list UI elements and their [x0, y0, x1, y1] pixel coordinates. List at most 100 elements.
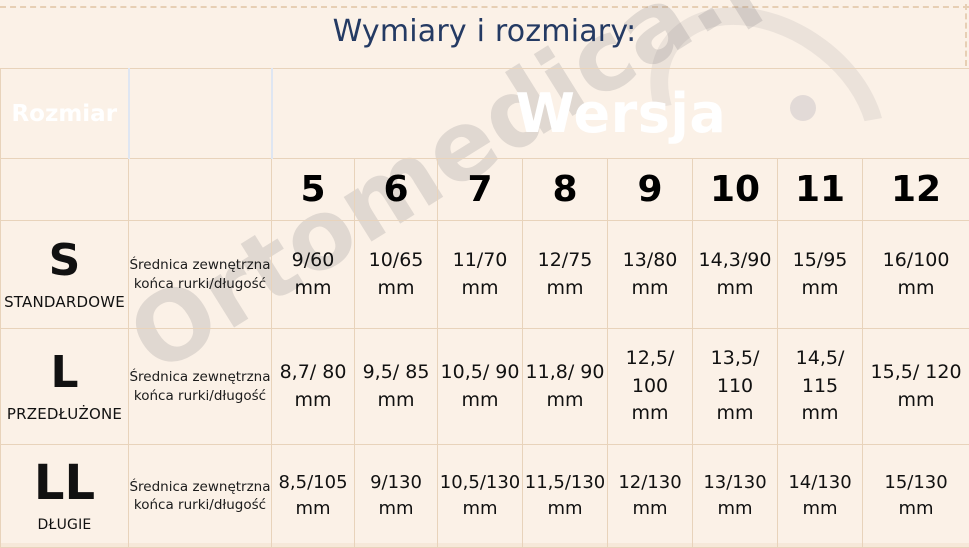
sizes-table: Rozmiar Wersja 5 6 7 8 9 10 11 12 S STAN…	[0, 68, 969, 548]
value-cell-ll-8: 11,5/130 mm	[523, 445, 608, 548]
value-size-l-10: 13,5/ 110	[711, 347, 760, 397]
value-unit-ll-5: mm	[272, 496, 354, 522]
description-line1-ll: Średnica zewnętrzna	[129, 479, 270, 495]
value-size-l-12: 15,5/ 120	[871, 361, 962, 383]
value-unit-l-9: mm	[608, 400, 692, 428]
table-row-ll: LL DŁUGIE Średnica zewnętrzna końca rurk…	[1, 445, 969, 548]
description-line2-s: końca rurki/długość	[134, 276, 266, 292]
description-line2-l: końca rurki/długość	[134, 388, 266, 404]
value-size-l-7: 10,5/ 90	[441, 361, 520, 383]
value-unit-s-6: mm	[355, 275, 437, 303]
value-cell-ll-7: 10,5/130 mm	[438, 445, 523, 548]
value-size-s-11: 15/95	[793, 249, 848, 271]
version-cell-5: 5	[272, 159, 355, 221]
value-unit-l-6: mm	[355, 387, 437, 415]
table-row-l: L PRZEDŁUŻONE Średnica zewnętrzna końca …	[1, 329, 969, 445]
value-unit-l-8: mm	[523, 387, 607, 415]
description-cell-l: Średnica zewnętrzna końca rurki/długość	[129, 329, 272, 445]
value-size-ll-6: 9/130	[370, 472, 422, 493]
value-unit-l-5: mm	[272, 387, 354, 415]
value-unit-s-9: mm	[608, 275, 692, 303]
value-unit-ll-9: mm	[608, 496, 692, 522]
value-cell-s-11: 15/95 mm	[778, 221, 863, 329]
value-cell-ll-12: 15/130 mm	[863, 445, 969, 548]
value-cell-s-6: 10/65 mm	[355, 221, 438, 329]
top-dashed-rule	[0, 6, 969, 8]
value-cell-s-5: 9/60 mm	[272, 221, 355, 329]
value-cell-s-8: 12/75 mm	[523, 221, 608, 329]
value-size-ll-11: 14/130	[788, 472, 851, 493]
value-cell-l-6: 9,5/ 85 mm	[355, 329, 438, 445]
header-blank-cell	[129, 69, 272, 159]
value-cell-l-11: 14,5/ 115 mm	[778, 329, 863, 445]
value-size-s-8: 12/75	[538, 249, 593, 271]
value-unit-s-8: mm	[523, 275, 607, 303]
value-unit-ll-8: mm	[523, 496, 607, 522]
page-title: Wymiary i rozmiary:	[0, 14, 969, 49]
value-unit-s-12: mm	[863, 275, 969, 303]
value-unit-ll-7: mm	[438, 496, 522, 522]
description-cell-ll: Średnica zewnętrzna końca rurki/długość	[129, 445, 272, 548]
description-line1-s: Średnica zewnętrzna	[129, 257, 270, 273]
value-cell-l-12: 15,5/ 120 mm	[863, 329, 969, 445]
size-subtitle-s: STANDARDOWE	[1, 293, 128, 311]
description-line2-ll: końca rurki/długość	[134, 497, 266, 513]
size-label-l: L PRZEDŁUŻONE	[1, 329, 129, 445]
value-cell-l-9: 12,5/ 100 mm	[608, 329, 693, 445]
value-cell-l-10: 13,5/ 110 mm	[693, 329, 778, 445]
value-unit-l-10: mm	[693, 400, 777, 428]
value-size-l-5: 8,7/ 80	[280, 361, 347, 383]
size-letter-s: S	[1, 239, 128, 283]
value-unit-s-11: mm	[778, 275, 862, 303]
value-cell-ll-9: 12/130 mm	[608, 445, 693, 548]
header-wersja: Wersja	[272, 69, 969, 159]
value-size-l-11: 14,5/ 115	[796, 347, 845, 397]
value-unit-s-7: mm	[438, 275, 522, 303]
size-subtitle-ll: DŁUGIE	[1, 517, 128, 533]
value-cell-ll-5: 8,5/105 mm	[272, 445, 355, 548]
value-size-s-6: 10/65	[369, 249, 424, 271]
value-unit-l-7: mm	[438, 387, 522, 415]
version-cell-9: 9	[608, 159, 693, 221]
value-size-ll-9: 12/130	[618, 472, 681, 493]
value-size-ll-10: 13/130	[703, 472, 766, 493]
value-size-l-8: 11,8/ 90	[526, 361, 605, 383]
version-number-row: 5 6 7 8 9 10 11 12	[1, 159, 969, 221]
value-cell-ll-6: 9/130 mm	[355, 445, 438, 548]
value-size-l-9: 12,5/ 100	[626, 347, 675, 397]
value-cell-ll-10: 13/130 mm	[693, 445, 778, 548]
description-line1-l: Średnica zewnętrzna	[129, 369, 270, 385]
value-unit-s-5: mm	[272, 275, 354, 303]
value-size-l-6: 9,5/ 85	[363, 361, 430, 383]
header-rozmiar: Rozmiar	[1, 69, 129, 159]
value-unit-ll-6: mm	[355, 496, 437, 522]
value-size-ll-8: 11,5/130	[525, 472, 606, 493]
version-cell-12: 12	[863, 159, 969, 221]
version-cell-8: 8	[523, 159, 608, 221]
value-unit-ll-12: mm	[863, 496, 969, 522]
value-unit-ll-10: mm	[693, 496, 777, 522]
table-header-band: Rozmiar Wersja	[1, 69, 969, 159]
value-size-ll-5: 8,5/105	[278, 472, 347, 493]
value-cell-s-10: 14,3/90 mm	[693, 221, 778, 329]
size-label-s: S STANDARDOWE	[1, 221, 129, 329]
value-size-s-9: 13/80	[623, 249, 678, 271]
description-cell-s: Średnica zewnętrzna końca rurki/długość	[129, 221, 272, 329]
value-size-s-5: 9/60	[292, 249, 335, 271]
table-row-s: S STANDARDOWE Średnica zewnętrzna końca …	[1, 221, 969, 329]
value-unit-ll-11: mm	[778, 496, 862, 522]
value-size-s-7: 11/70	[453, 249, 508, 271]
value-cell-s-7: 11/70 mm	[438, 221, 523, 329]
value-cell-l-5: 8,7/ 80 mm	[272, 329, 355, 445]
size-letter-ll: LL	[1, 459, 128, 507]
version-row-spacer-2	[129, 159, 272, 221]
value-size-ll-7: 10,5/130	[440, 472, 521, 493]
version-row-spacer-1	[1, 159, 129, 221]
value-cell-l-8: 11,8/ 90 mm	[523, 329, 608, 445]
version-cell-11: 11	[778, 159, 863, 221]
version-cell-10: 10	[693, 159, 778, 221]
size-label-ll: LL DŁUGIE	[1, 445, 129, 548]
value-size-s-10: 14,3/90	[699, 249, 772, 271]
value-size-ll-12: 15/130	[884, 472, 947, 493]
value-unit-l-12: mm	[863, 387, 969, 415]
